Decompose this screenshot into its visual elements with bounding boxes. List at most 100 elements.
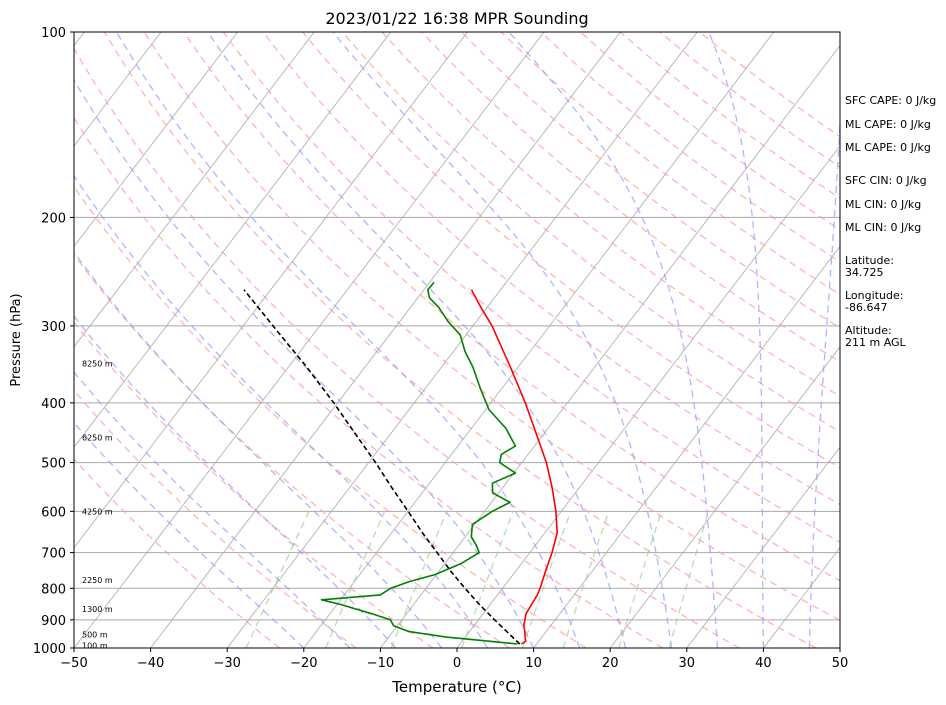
height-label: 6250 m [82, 433, 113, 442]
y-tick-label: 100 [41, 26, 66, 41]
temperature-line [470, 289, 558, 645]
dry-adiabat-line [421, 32, 840, 363]
index-ml-cin: ML CIN: 0 J/kg [845, 198, 921, 211]
altitude-label: Altitude: [845, 324, 892, 337]
x-tick-label: −20 [290, 656, 317, 671]
altitude-value: 211 m AGL [845, 336, 907, 349]
y-tick-label: 300 [41, 320, 66, 335]
height-label: 500 m [82, 630, 108, 639]
isotherm-line [74, 32, 162, 147]
mixing-ratio-line [562, 511, 610, 648]
longitude-label: Longitude: [845, 289, 903, 302]
height-labels: 100 m 500 m 1300 m 2250 m 4250 m 6250 m 8250 m [82, 359, 113, 650]
mixing-ratio-line [245, 511, 310, 648]
isotherm-line [380, 44, 840, 648]
dry-adiabat-line [262, 32, 840, 506]
height-label: 100 m [82, 641, 108, 650]
index-sfc-cin: SFC CIN: 0 J/kg [845, 174, 927, 187]
moist-adiabat-line [74, 174, 489, 648]
y-tick-label: 700 [41, 547, 66, 562]
moist-adiabat-line [74, 315, 397, 648]
x-axis-label: Temperature (°C) [391, 678, 521, 696]
moist-adiabat-line [74, 421, 305, 648]
background-lines [0, 32, 840, 648]
isotherm-line [74, 32, 315, 348]
mixing-ratio-line [668, 511, 710, 648]
indices-panel: SFC CAPE: 0 J/kg ML CAPE: 0 J/kg ML CAPE… [845, 94, 936, 234]
dewpoint-line [320, 281, 518, 645]
moist-adiabat-line [332, 32, 673, 648]
latitude-label: Latitude: [845, 254, 894, 267]
latitude-value: 34.725 [845, 266, 884, 279]
parcel-line [243, 289, 521, 645]
x-tick-label: −40 [137, 656, 164, 671]
dry-adiabat-line [183, 32, 840, 582]
moist-adiabat-line [808, 111, 840, 648]
isotherm-line [0, 32, 8, 648]
moist-adiabat-line [74, 78, 535, 648]
x-tick-label: 50 [832, 656, 849, 671]
height-label: 8250 m [82, 359, 113, 368]
dry-adiabat-line [460, 32, 840, 329]
x-tick-label: 20 [602, 656, 619, 671]
dry-adiabat-line [500, 32, 840, 296]
height-label: 2250 m [82, 576, 113, 585]
x-tick-label: 30 [679, 656, 696, 671]
x-tick-label: −50 [60, 656, 87, 671]
x-tick-label: −30 [213, 656, 240, 671]
dry-adiabat-line [74, 321, 434, 648]
moist-adiabat-line [74, 371, 351, 648]
y-tick-label: 1000 [33, 642, 66, 657]
y-tick-label: 600 [41, 505, 66, 520]
dry-adiabat-line [103, 32, 817, 648]
mixing-ratio-line [521, 511, 572, 648]
mixing-ratio-line [325, 511, 386, 648]
height-label: 1300 m [82, 605, 113, 614]
isotherm-line [150, 32, 621, 648]
dry-adiabat-line [302, 32, 840, 469]
mixing-ratio-line [390, 511, 448, 648]
profile-lines [243, 281, 558, 645]
isotherm-line [533, 245, 840, 648]
dry-adiabat-line [74, 458, 281, 648]
moist-adiabat-line [207, 32, 627, 648]
x-tick-label: −10 [367, 656, 394, 671]
isotherm-line [303, 32, 775, 648]
dry-adiabat-line [74, 253, 510, 648]
isotherm-line [74, 32, 238, 248]
height-label: 4250 m [82, 507, 113, 516]
y-tick-label: 500 [41, 457, 66, 472]
isotherm-line [74, 32, 468, 549]
mixing-ratio-line [461, 511, 514, 648]
y-axis-ticks: 1000 900 800 700 600 500 400 300 200 100 [33, 26, 74, 657]
dry-adiabat-line [74, 116, 664, 648]
moist-adiabat-line [508, 32, 719, 648]
index-ml-cape-2: ML CAPE: 0 J/kg [845, 141, 931, 154]
x-axis-ticks: −50 −40 −30 −20 −10 0 10 20 30 40 50 [60, 648, 848, 671]
y-tick-label: 900 [41, 614, 66, 629]
moist-adiabat-line [116, 32, 581, 648]
isotherm-line [686, 446, 840, 648]
y-tick-label: 400 [41, 397, 66, 412]
y-tick-label: 800 [41, 582, 66, 597]
location-panel: Latitude: 34.725 Longitude: -86.647 Alti… [845, 254, 907, 349]
longitude-value: -86.647 [845, 301, 887, 314]
y-tick-label: 200 [41, 211, 66, 226]
index-ml-cape: ML CAPE: 0 J/kg [845, 118, 931, 131]
dry-adiabat-line [74, 185, 587, 648]
moist-adiabat-line [74, 251, 443, 648]
dry-adiabat-line [222, 32, 840, 543]
x-tick-label: 0 [453, 656, 461, 671]
mixing-ratio-line [618, 511, 663, 648]
isotherm-line [609, 346, 840, 648]
chart-title: 2023/01/22 16:38 MPR Sounding [325, 9, 588, 28]
plot-frame [73, 31, 841, 649]
isotherm-line [74, 32, 392, 448]
index-ml-cin-2: ML CIN: 0 J/kg [845, 221, 921, 234]
x-tick-label: 10 [525, 656, 542, 671]
index-sfc-cape: SFC CAPE: 0 J/kg [845, 94, 936, 107]
y-axis-label: Pressure (hPa) [9, 293, 24, 386]
moist-adiabat-line [708, 32, 765, 648]
dry-adiabat-line [143, 32, 840, 622]
